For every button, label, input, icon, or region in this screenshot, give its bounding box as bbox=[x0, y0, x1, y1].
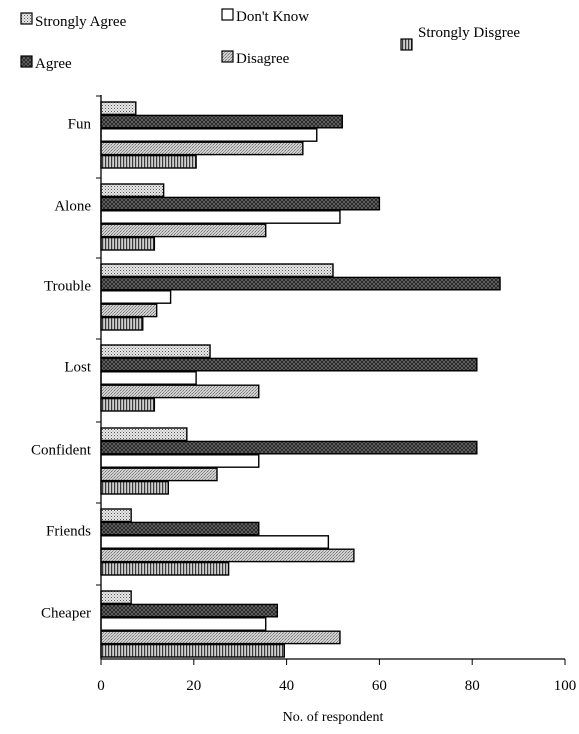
bar-cheaper-agree bbox=[100, 603, 279, 618]
legend-swatch-agree bbox=[20, 55, 33, 68]
bar-lost-strongly-agree bbox=[100, 344, 211, 359]
legend-item-agree: Agree bbox=[20, 55, 72, 72]
bar-fun-strongly-disgree bbox=[100, 154, 197, 169]
bar-friends-strongly-disgree bbox=[100, 561, 230, 576]
bar-cheaper-don-t-know bbox=[100, 617, 267, 631]
legend-label-strongly-disgree: Strongly Disgree bbox=[418, 25, 520, 41]
legend-swatch-strongly-agree bbox=[20, 12, 33, 25]
bar-alone-agree bbox=[100, 196, 381, 211]
legend-swatch-disagree bbox=[221, 50, 234, 63]
bar-fun-disagree bbox=[100, 141, 304, 156]
legend-label-strongly-agree: Strongly Agree bbox=[35, 14, 127, 30]
bar-trouble-agree bbox=[100, 276, 501, 291]
legend-label-disagree: Disagree bbox=[236, 51, 290, 67]
bar-trouble-don-t-know bbox=[100, 290, 172, 304]
bar-trouble-disagree bbox=[100, 303, 158, 318]
bar-fun-agree bbox=[100, 114, 343, 129]
bar-alone-strongly-disgree bbox=[100, 236, 156, 251]
bar-cheaper-strongly-disgree bbox=[100, 643, 285, 658]
bar-friends-agree bbox=[100, 521, 260, 536]
category-label-friends: Friends bbox=[46, 524, 91, 540]
x-tick-label-80: 80 bbox=[465, 678, 480, 694]
bar-lost-agree bbox=[100, 357, 478, 372]
legend-item-strongly-disgree: Strongly Disgree bbox=[400, 25, 520, 51]
bar-lost-disagree bbox=[100, 384, 260, 399]
category-label-fun: Fun bbox=[68, 117, 92, 133]
bar-cheaper-disagree bbox=[100, 630, 341, 645]
x-tick-label-20: 20 bbox=[186, 678, 201, 694]
plot-area bbox=[100, 101, 501, 658]
bar-friends-don-t-know bbox=[100, 535, 330, 549]
x-tick-label-100: 100 bbox=[554, 678, 577, 694]
legend-label-dont-know: Don't Know bbox=[236, 9, 309, 25]
bar-fun-don-t-know bbox=[100, 128, 318, 142]
legend-item-dont-know: Don't Know bbox=[221, 8, 309, 25]
bar-alone-strongly-agree bbox=[100, 183, 165, 198]
x-tick-label-60: 60 bbox=[372, 678, 387, 694]
bar-confident-strongly-disgree bbox=[100, 480, 169, 495]
x-axis-title: No. of respondent bbox=[283, 710, 384, 725]
bar-trouble-strongly-agree bbox=[100, 263, 334, 278]
bar-confident-don-t-know bbox=[100, 454, 260, 468]
x-tick-label-0: 0 bbox=[97, 678, 105, 694]
bar-lost-strongly-disgree bbox=[100, 397, 156, 412]
x-tick-label-40: 40 bbox=[279, 678, 294, 694]
category-label-alone: Alone bbox=[54, 199, 91, 215]
bar-fun-strongly-agree bbox=[100, 101, 137, 116]
bar-confident-strongly-agree bbox=[100, 427, 188, 442]
legend: Strongly Agree Don't Know Strongly Disgr… bbox=[20, 8, 520, 72]
bar-confident-disagree bbox=[100, 467, 218, 482]
category-label-confident: Confident bbox=[31, 443, 92, 459]
category-labels: Fun Alone Trouble Lost Confident Friends Cheap… bbox=[31, 95, 101, 622]
category-label-cheaper: Cheaper bbox=[41, 606, 91, 622]
legend-label-agree: Agree bbox=[35, 56, 72, 72]
legend-swatch-dont-know bbox=[221, 8, 234, 21]
legend-swatch-strongly-disgree bbox=[400, 38, 413, 51]
bar-friends-strongly-agree bbox=[100, 508, 132, 523]
bar-cheaper-strongly-agree bbox=[100, 590, 132, 605]
legend-item-disagree: Disagree bbox=[221, 50, 290, 67]
bar-trouble-strongly-disgree bbox=[100, 316, 144, 331]
legend-item-strongly-agree: Strongly Agree bbox=[20, 12, 127, 30]
bar-friends-disagree bbox=[100, 548, 355, 563]
bar-lost-don-t-know bbox=[100, 371, 197, 385]
bar-confident-agree bbox=[100, 440, 478, 455]
x-axis-ticks: 0 20 40 60 80 100 bbox=[97, 659, 576, 694]
bar-alone-disagree bbox=[100, 223, 267, 238]
bar-alone-don-t-know bbox=[100, 210, 341, 224]
category-label-trouble: Trouble bbox=[44, 279, 91, 295]
category-label-lost: Lost bbox=[64, 360, 92, 376]
